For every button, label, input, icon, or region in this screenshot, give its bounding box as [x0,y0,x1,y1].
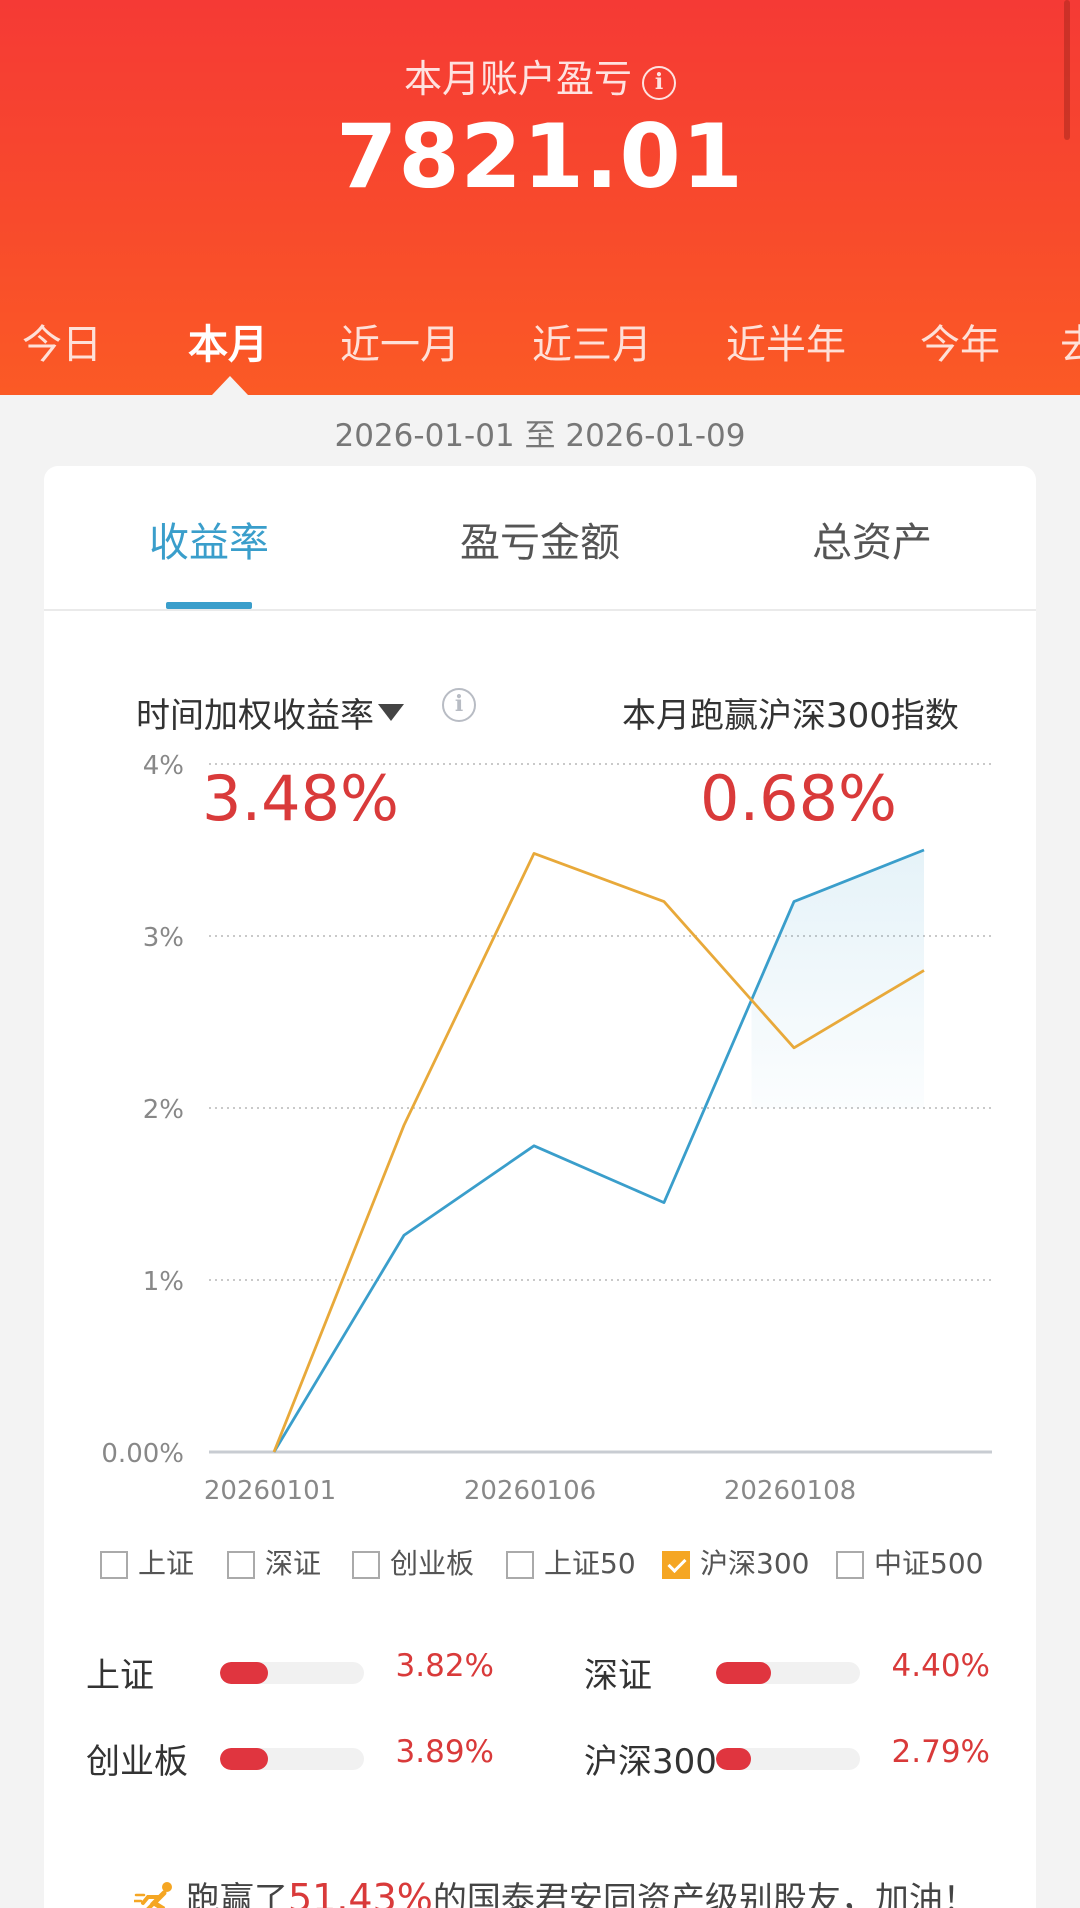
series-line-account [272,848,925,1453]
y-tick-label: 3% [143,923,184,953]
y-tick-label: 0.00% [101,1439,184,1469]
y-tick-label: 4% [143,751,184,781]
monthly-profit-amount: 7821.01 [336,105,744,208]
checkbox-icon[interactable] [352,1551,380,1579]
dropdown-arrow-icon [378,704,404,721]
checkbox-icon[interactable] [836,1551,864,1579]
tab-return-rate[interactable]: 收益率 [149,520,269,566]
tab-profit-amount[interactable]: 盈亏金额 [460,520,620,566]
time-weighted-return-dropdown[interactable]: 时间加权收益率 [136,688,404,737]
period-tabs: 今日 本月 近一月 近三月 近半年 今年 去 [0,312,1080,372]
time-weighted-return-value: 3.48% [202,762,399,835]
y-tick-label: 2% [143,1095,184,1125]
y-tick-label: 1% [143,1267,184,1297]
tab-this-year[interactable]: 今年 [920,322,1000,368]
index-value-csi300: 2.79% [891,1734,990,1770]
index-bar-fill [220,1748,268,1770]
footer-prefix: 跑赢了 [186,1880,288,1908]
footer-suffix: 的国泰君安同资产级别股友，加油！ [432,1880,977,1908]
date-range: 2026-01-01 至 2026-01-09 [334,418,746,454]
divider [44,609,1036,611]
outperformance-area [751,850,924,1108]
index-bar-shanghai [220,1662,364,1684]
tab-last-half-year[interactable]: 近半年 [726,322,846,368]
time-weighted-return-label: 时间加权收益率 [136,696,374,736]
tab-this-month[interactable]: 本月 [188,322,268,368]
index-value-shenzhen: 4.40% [891,1648,990,1684]
checkbox-icon[interactable] [506,1551,534,1579]
tab-last-month[interactable]: 近一月 [340,322,460,368]
header-title: 本月账户盈亏 i [0,48,1080,103]
checkbox-icon[interactable] [100,1551,128,1579]
index-bar-fill [716,1748,751,1770]
x-tick-label: 20260108 [724,1476,856,1506]
legend-shenzhen[interactable]: 深证 [227,1542,321,1582]
legend-label: 沪深300 [700,1547,810,1580]
beat-index-label: 本月跑赢沪深300指数 [622,696,959,736]
index-bar-chinext [220,1748,364,1770]
info-icon[interactable]: i [642,66,676,100]
active-tab-caret [212,376,248,395]
index-label-shanghai: 上证 [86,1656,154,1696]
legend-csi300[interactable]: 沪深300 [662,1542,809,1582]
return-line-chart[interactable]: 0.00% 1% 2% 3% 4% 20260101 20260106 20260108 [44,466,1036,1536]
index-label-shenzhen: 深证 [584,1656,652,1696]
runner-icon [134,1882,172,1908]
tab-today[interactable]: 今日 [22,322,102,368]
tab-total-assets[interactable]: 总资产 [812,520,932,566]
legend-csi500[interactable]: 中证500 [836,1542,983,1582]
index-bar-shenzhen [716,1662,860,1684]
profit-header: 本月账户盈亏 i 7821.01 今日 本月 近一月 近三月 近半年 今年 去 [0,0,1080,395]
x-tick-label: 20260106 [464,1476,596,1506]
legend-label: 中证500 [874,1547,984,1580]
index-bar-csi300 [716,1748,860,1770]
index-value-chinext: 3.89% [395,1734,494,1770]
index-value-shanghai: 3.82% [395,1648,494,1684]
ranking-footer: 跑赢了51.43%的国泰君安同资产级别股友，加油！ [134,1872,1034,1908]
beat-index-value: 0.68% [700,762,897,835]
info-icon[interactable]: i [442,688,476,722]
footer-percent: 51.43% [288,1876,433,1908]
legend-label: 创业板 [390,1547,475,1580]
index-label-csi300: 沪深300 [584,1742,717,1782]
index-label-chinext: 创业板 [86,1742,188,1782]
tab-last-year[interactable]: 去 [1060,312,1080,370]
legend-chinext[interactable]: 创业板 [352,1542,474,1582]
active-subtab-underline [166,602,252,609]
index-bar-fill [220,1662,268,1684]
legend-label: 上证 [138,1547,195,1580]
x-tick-label: 20260101 [204,1476,336,1506]
returns-card: 收益率 盈亏金额 总资产 时间加权收益率 i 本月跑赢沪深300指数 3.48%… [44,466,1036,1908]
legend-label: 深证 [265,1547,322,1580]
series-line-csi300 [272,852,925,1453]
index-bar-fill [716,1662,771,1684]
legend-label: 上证50 [544,1547,636,1580]
legend-shanghai[interactable]: 上证 [100,1542,194,1582]
header-title-text: 本月账户盈亏 [403,57,632,101]
legend-sse50[interactable]: 上证50 [506,1542,636,1582]
checkbox-icon[interactable] [227,1551,255,1579]
checkbox-checked-icon[interactable] [662,1551,690,1579]
index-legend: 上证 深证 创业板 上证50 沪深300 中证500 [44,1542,1036,1592]
scrollbar[interactable] [1064,0,1070,140]
tab-last-three-months[interactable]: 近三月 [532,322,652,368]
